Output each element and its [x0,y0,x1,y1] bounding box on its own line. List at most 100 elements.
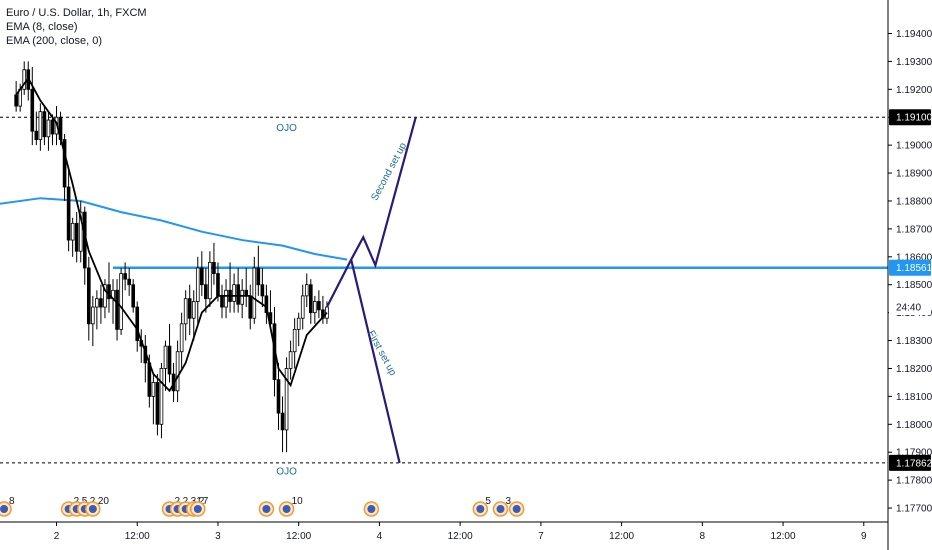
candle-69 [292,318,297,369]
candle-body [175,351,180,392]
flag-icon [476,505,485,513]
candle-body [195,267,200,302]
candle-body [99,298,103,308]
events-layer: 8252202231271053 [0,496,525,517]
candle-body [30,88,35,132]
candle-57 [244,267,249,308]
candle-19 [91,295,95,347]
event-marker-label: 10 [292,496,304,507]
candle-4 [30,66,35,146]
candle-body [317,301,321,311]
candle-58 [248,284,253,330]
candle-body [70,222,75,241]
candle-18 [86,256,91,341]
candle-34 [151,374,156,425]
x-tick-label: 9 [861,531,867,542]
legend-symbol[interactable]: Euro / U.S. Dollar, 1h, FXCM [6,7,147,19]
x-tick-label: 12:00 [609,531,634,542]
candle-body [86,267,91,325]
y-tick-label: 1.18000 [896,420,932,431]
candle-body [296,317,301,330]
candle-body [66,186,71,241]
candle-body [46,119,51,138]
candle-52 [224,279,228,319]
candle-16 [78,200,83,263]
event-marker-label: 3 [506,496,512,507]
candle-0 [14,80,18,112]
price-label-1-19100: 1.19100 [889,109,932,126]
candle-body [236,284,240,305]
projection-layer [325,116,417,464]
event-marker-4: 20 [85,496,109,517]
candle-body [260,284,265,297]
candle-38 [167,323,172,383]
price-label-bg [889,109,931,126]
candle-8 [46,111,51,151]
candle-body [292,328,297,353]
candle-body [78,211,83,252]
event-marker-label: 5 [485,496,491,507]
y-tick-label: 1.18900 [896,169,932,180]
projection-down-line [350,259,401,464]
candle-17 [82,206,87,285]
candle-26 [119,267,123,335]
candle-29 [131,279,136,313]
annotation-3: First set up [365,329,398,378]
candle-body [131,284,136,308]
legend-ema8[interactable]: EMA (8, close) [6,21,78,33]
candle-59 [252,256,257,324]
candle-76 [321,295,325,324]
candle-46 [200,251,204,296]
candle-65 [276,362,281,430]
candle-12 [62,133,67,201]
event-marker-10 [258,501,275,517]
levels-layer [0,116,888,464]
candle-body [288,351,293,369]
candle-56 [240,279,244,319]
candle-body [232,284,236,302]
candle-body [276,379,281,414]
candle-body [248,295,253,319]
candle-7 [42,106,47,146]
candle-body [304,284,309,297]
time-axis[interactable]: 2 12:00 3 12:00 4 12:00 7 12:00 8 12:00 9 [0,521,888,542]
price-label-text: 1.17862 [896,458,932,469]
candle-24 [111,279,115,324]
price-axis[interactable]: 1.19400 1.19300 1.19200 1.19100 1.19000 1.189… [887,0,932,550]
y-tick-label: 1.19300 [896,57,932,68]
candle-43 [187,284,192,335]
flag-icon [512,505,521,513]
candle-55 [236,267,240,313]
candle-53 [228,262,232,313]
event-marker-0: 8 [0,496,15,517]
candle-67 [284,357,289,453]
event-marker-label: 8 [9,496,15,507]
candle-73 [308,279,313,324]
candle-54 [232,273,236,313]
price-label-1-17862: 1.17862 [889,454,932,471]
candle-body [300,295,305,319]
candle-body [216,273,220,297]
candle-47 [204,267,208,313]
price-label-text: 24:40 [896,303,921,314]
y-tick-label: 1.18500 [896,280,932,291]
candle-14 [70,217,75,257]
candle-23 [107,262,111,313]
candle-body [107,284,111,300]
legend-ema200[interactable]: EMA (200, close, 0) [6,35,102,47]
candle-37 [163,340,168,391]
candle-body [38,111,43,140]
candle-41 [179,312,184,369]
candle-15 [74,212,79,263]
price-label-bg [889,454,931,471]
candle-body [115,289,119,330]
candle-body [127,278,131,286]
candle-body [252,267,257,319]
event-marker-label: 2 [199,496,205,507]
annotation-0: OJO [276,123,297,134]
candle-9 [50,114,55,146]
candle-30 [135,301,140,352]
candle-body [200,267,204,286]
event-marker-11: 10 [278,496,304,517]
